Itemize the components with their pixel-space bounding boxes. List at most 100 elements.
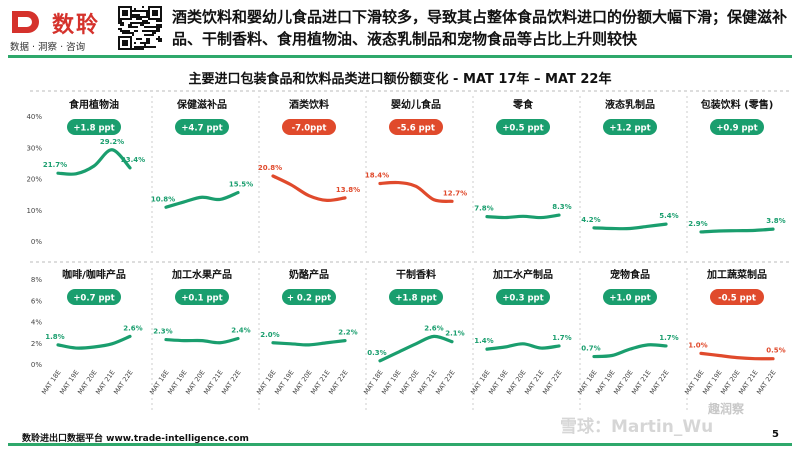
data-label: 8.3% [552, 203, 571, 211]
change-badge [710, 289, 764, 305]
change-badge-label: +4.7 ppt [181, 124, 222, 134]
y-tick-label: 6% [31, 297, 42, 305]
page-headline: 酒类饮料和婴幼儿食品进口下滑较多，导致其占整体食品饮料进口的份额大幅下滑；保健滋… [172, 8, 788, 48]
y-tick-label: 20% [26, 176, 42, 184]
brand-logo: 数聆 数据 · 洞察 · 咨询 [8, 6, 116, 53]
data-label: 1.0% [688, 341, 707, 349]
series-line [56, 148, 132, 176]
data-label: 1.7% [659, 334, 678, 342]
data-label: 2.1% [445, 330, 464, 338]
change-badge [496, 119, 550, 135]
watermark-secondary: 趣润察 [708, 402, 745, 416]
chart-title: 主要进口包装食品和饮料品类进口额份额变化 - MAT 17年 – MAT 22年 [188, 72, 612, 87]
brand-logo-icon [12, 11, 39, 33]
y-tick-label: 2% [31, 340, 42, 348]
change-badge-label: +0.1 ppt [181, 294, 222, 304]
data-label: 2.6% [123, 324, 142, 332]
change-badge [603, 289, 657, 305]
data-label: 10.8% [151, 195, 175, 203]
change-badge [67, 289, 121, 305]
change-badge [603, 119, 657, 135]
panel-title: 奶酪产品 [289, 268, 329, 281]
panel-title: 咖啡/咖啡产品 [62, 268, 126, 281]
qr-code-icon [118, 6, 162, 50]
panel-title: 宠物食品 [610, 268, 650, 281]
data-label: 18.4% [365, 172, 389, 180]
change-badge-label: -7.0ppt [292, 124, 327, 134]
brand-tagline: 数据 · 洞察 · 咨询 [10, 42, 86, 53]
y-tick-label: 0% [31, 238, 42, 246]
data-label: 15.5% [229, 181, 253, 189]
change-badge [389, 119, 443, 135]
page-number: 5 [772, 429, 779, 440]
change-badge [710, 119, 764, 135]
series-line [699, 227, 775, 234]
change-badge [282, 289, 336, 305]
panel-title: 食用植物油 [68, 98, 119, 111]
data-label: 7.8% [474, 205, 493, 213]
footer-divider [8, 443, 792, 446]
panel-title: 干制香料 [396, 268, 436, 281]
change-badge-label: +0.9 ppt [716, 124, 757, 134]
data-label: 29.2% [100, 138, 124, 146]
data-label: 23.4% [121, 156, 145, 164]
panel-title: 加工蔬菜制品 [706, 268, 767, 281]
series-line [378, 180, 454, 203]
panel-title: 保健滋补品 [176, 98, 227, 111]
y-tick-label: 4% [31, 319, 42, 327]
y-tick-label: 10% [26, 207, 42, 215]
y-tick-label: 40% [26, 113, 42, 121]
y-tick-label: 0% [31, 361, 42, 369]
data-label: 2.4% [231, 327, 250, 335]
data-label: 2.3% [153, 328, 172, 336]
panel-title: 酒类饮料 [289, 98, 329, 111]
data-label: 3.8% [766, 217, 785, 225]
panel-title: 零食 [512, 98, 534, 111]
y-tick-label: 30% [26, 144, 42, 152]
change-badge-label: +1.8 ppt [395, 294, 436, 304]
data-label: 21.7% [43, 161, 67, 169]
series-line [592, 222, 668, 231]
series-line [271, 339, 347, 347]
data-label: 2.6% [424, 324, 443, 332]
data-label: 1.7% [552, 334, 571, 342]
data-label: 5.4% [659, 212, 678, 220]
series-line [592, 343, 668, 359]
panel-title: 加工水果产品 [171, 268, 232, 281]
data-label: 2.0% [260, 331, 279, 339]
series-line [164, 336, 240, 345]
data-label: 1.8% [45, 333, 64, 341]
change-badge [496, 289, 550, 305]
change-badge-label: +1.8 ppt [73, 124, 114, 134]
panel-title: 婴幼儿食品 [391, 98, 441, 111]
footer-source: 数聆进出口数据平台 www.trade-intelligence.com [22, 434, 249, 444]
change-badge-label: +1.2 ppt [609, 124, 650, 134]
change-badge [67, 119, 121, 135]
data-label: 13.8% [336, 186, 360, 194]
data-label: 4.2% [581, 216, 600, 224]
change-badge-label: +1.0 ppt [609, 294, 650, 304]
change-badge [175, 119, 229, 135]
change-badge-label: +0.3 ppt [502, 294, 543, 304]
change-badge [282, 119, 336, 135]
series-line [699, 351, 775, 361]
change-badge-label: +0.5 ppt [502, 124, 543, 134]
change-badge [389, 289, 443, 305]
series-line [164, 190, 240, 209]
change-badge-label: + 0.2 ppt [287, 294, 331, 304]
panel-title: 加工水产制品 [492, 268, 553, 281]
data-label: 12.7% [443, 189, 467, 197]
change-badge [175, 289, 229, 305]
watermark: 雪球：Martin_Wu [560, 417, 714, 437]
header-divider [8, 55, 792, 58]
brand-name: 数聆 [52, 13, 101, 38]
data-label: 0.3% [367, 349, 386, 357]
y-tick-label: 8% [31, 276, 42, 284]
change-badge-label: -5.6 ppt [397, 124, 435, 134]
series-line [485, 213, 561, 220]
data-label: 2.9% [688, 220, 707, 228]
data-label: 0.7% [581, 345, 600, 353]
panel-title: 液态乳制品 [605, 98, 655, 111]
panel-title: 包装饮料 (零售) [701, 98, 774, 111]
